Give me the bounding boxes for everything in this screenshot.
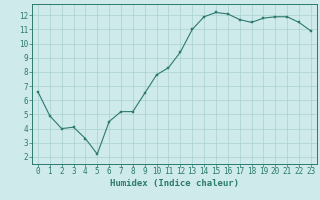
X-axis label: Humidex (Indice chaleur): Humidex (Indice chaleur) — [110, 179, 239, 188]
